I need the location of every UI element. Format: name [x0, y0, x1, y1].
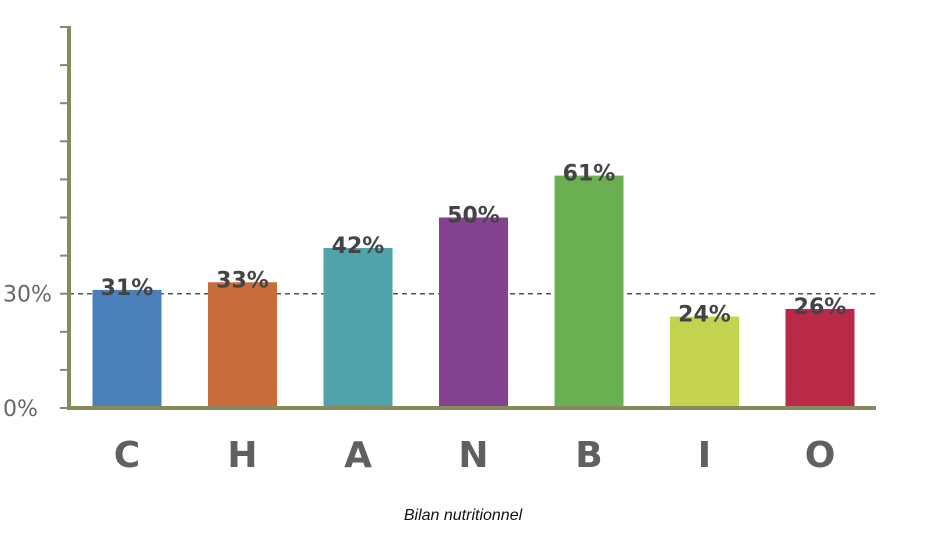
bar-c — [92, 289, 162, 408]
bar-o — [785, 308, 855, 408]
bars — [92, 175, 855, 408]
bar-i — [670, 316, 739, 408]
bar-a — [323, 247, 393, 408]
y-tick-labels: 0% 30% — [3, 283, 52, 422]
x-axis-title: Bilan nutritionnel — [404, 507, 523, 524]
value-label-o: 26% — [794, 295, 847, 320]
bar-b — [554, 175, 624, 408]
value-labels: 31% 33% 42% 50% 61% 24% 26% — [101, 162, 847, 328]
value-label-a: 42% — [332, 234, 385, 259]
value-label-h: 33% — [216, 268, 269, 293]
bar-h — [208, 282, 277, 408]
category-label-a: A — [344, 435, 372, 476]
y-tick-label-30: 30% — [3, 283, 52, 308]
category-label-o: O — [805, 435, 836, 476]
value-label-c: 31% — [101, 276, 154, 301]
value-label-i: 24% — [678, 303, 731, 328]
y-tick-label-0: 0% — [3, 397, 38, 422]
category-label-c: C — [114, 435, 140, 476]
value-label-n: 50% — [447, 204, 500, 229]
category-label-i: I — [698, 435, 711, 476]
value-label-b: 61% — [563, 162, 616, 187]
category-label-h: H — [227, 435, 257, 476]
category-label-b: B — [575, 435, 602, 476]
category-label-n: N — [458, 435, 488, 476]
bar-n — [439, 217, 508, 408]
